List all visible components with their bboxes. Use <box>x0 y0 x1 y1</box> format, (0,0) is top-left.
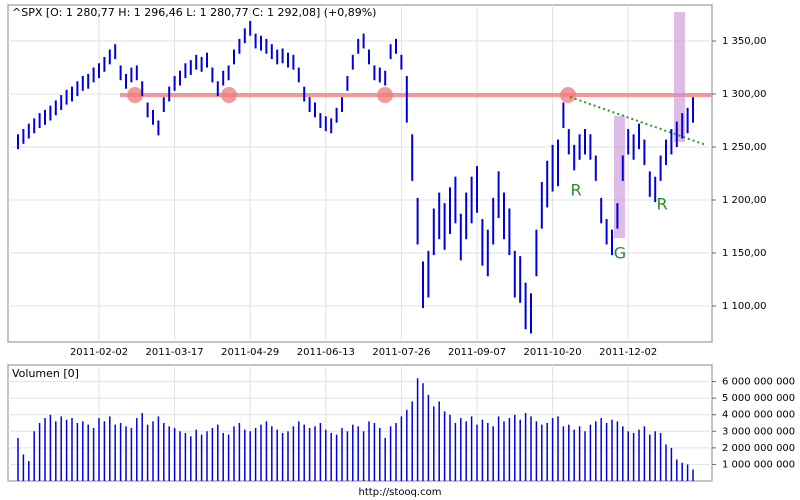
x-tick-label: 2011-12-02 <box>599 347 657 358</box>
x-tick-label: 2011-10-20 <box>524 347 582 358</box>
touch-point <box>221 87 237 103</box>
x-tick-label: 2011-09-07 <box>448 347 506 358</box>
y-tick-label: 6 000 000 000 <box>722 377 795 388</box>
highlight-bar <box>614 116 625 238</box>
y-tick-label: 1 100,00 <box>722 301 767 312</box>
y-tick-label: 2 000 000 000 <box>722 443 795 454</box>
annotation: G <box>614 244 626 263</box>
x-tick-label: 2011-07-26 <box>372 347 430 358</box>
y-tick-label: 1 300,00 <box>722 89 767 100</box>
y-tick-label: 3 000 000 000 <box>722 426 795 437</box>
touch-point <box>560 87 576 103</box>
x-tick-label: 2011-02-02 <box>70 347 128 358</box>
highlight-bar <box>674 12 685 142</box>
y-tick-label: 1 000 000 000 <box>722 459 795 470</box>
trend-line <box>569 96 707 146</box>
y-tick-label: 4 000 000 000 <box>722 410 795 421</box>
footer: http://stooq.com <box>359 487 442 498</box>
y-tick-label: 5 000 000 000 <box>722 393 795 404</box>
annotation: R <box>570 181 581 200</box>
y-tick-label: 1 250,00 <box>722 142 767 153</box>
x-tick-label: 2011-06-13 <box>297 347 355 358</box>
annotation: R <box>656 195 667 214</box>
touch-point <box>127 87 143 103</box>
y-tick-label: 1 350,00 <box>722 36 767 47</box>
x-tick-label: 2011-03-17 <box>146 347 204 358</box>
volume-title: Volumen [0] <box>12 367 79 380</box>
x-tick-label: 2011-04-29 <box>221 347 279 358</box>
chart-title: ^SPX [O: 1 280,77 H: 1 296,46 L: 1 280,7… <box>12 6 376 19</box>
y-tick-label: 1 150,00 <box>722 248 767 259</box>
touch-point <box>377 87 393 103</box>
y-tick-label: 1 200,00 <box>722 195 767 206</box>
price-panel <box>7 4 713 343</box>
